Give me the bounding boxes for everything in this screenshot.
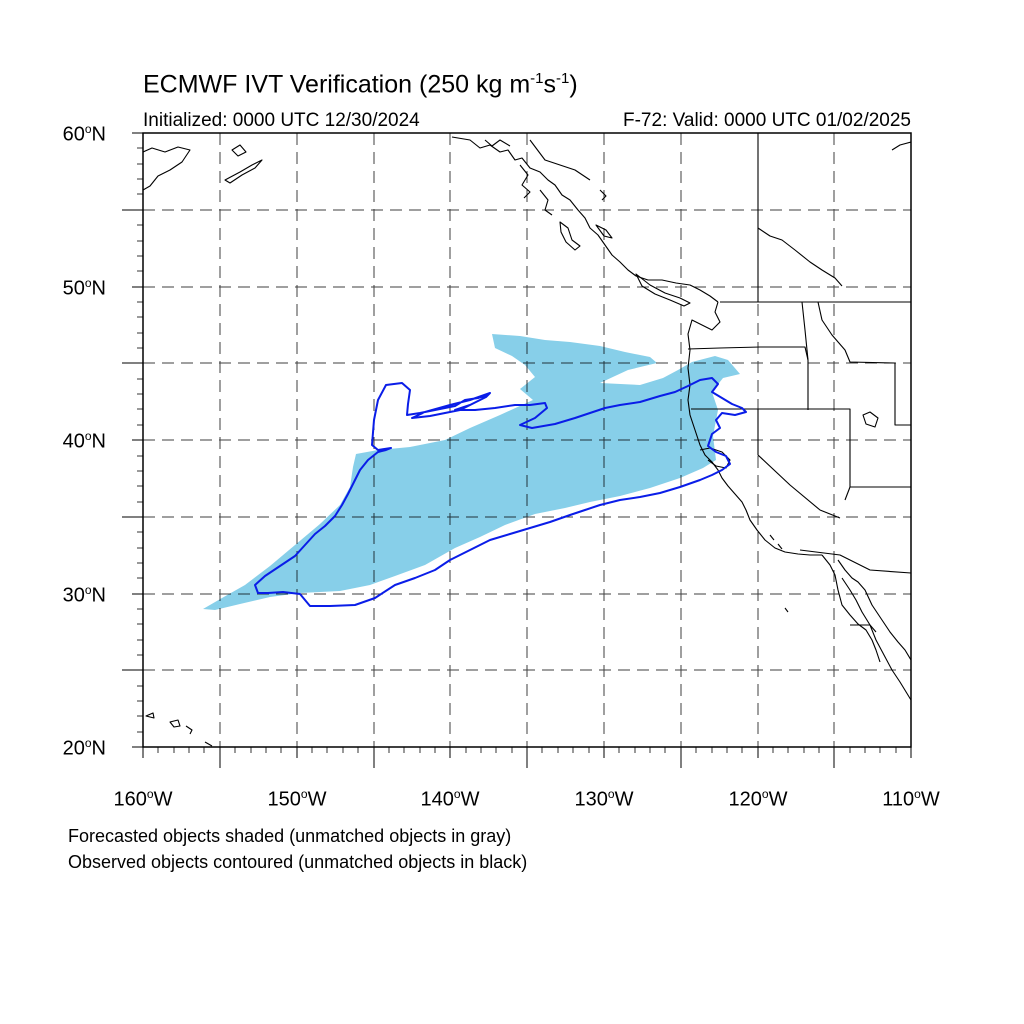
lat-label-50-num: 50	[62, 277, 85, 300]
caption-forecast: Forecasted objects shaded (unmatched obj…	[68, 826, 512, 846]
valid-time: F-72: Valid: 0000 UTC 01/02/2025	[623, 110, 911, 131]
title-text-end: )	[569, 70, 578, 99]
lon-label-110w-hem: W	[920, 788, 940, 811]
lat-label-50-deg: o	[84, 276, 92, 290]
caption-observed: Observed objects contoured (unmatched ob…	[68, 852, 528, 872]
lon-label-160w-num: 160	[113, 788, 147, 811]
lon-label-150w-deg: o	[300, 787, 308, 801]
lat-label-40-deg: o	[84, 429, 92, 443]
lon-label-140w: 140oW	[405, 787, 495, 812]
lat-label-30-deg: o	[84, 583, 92, 597]
lat-label-20-hem: N	[91, 737, 106, 760]
lat-label-50-hem: N	[91, 277, 106, 300]
lat-label-30-hem: N	[91, 584, 106, 607]
lat-label-20-num: 20	[62, 737, 85, 760]
lon-label-110w-num: 110	[882, 788, 915, 811]
coastlines	[143, 133, 911, 747]
observed-ivt-contour	[254, 377, 747, 607]
lat-label-60-num: 60	[62, 123, 85, 146]
lon-label-150w: 150oW	[252, 787, 342, 812]
lon-label-130w: 130oW	[559, 787, 649, 812]
lat-label-40: 40oN	[50, 429, 106, 454]
lon-label-120w: 120oW	[713, 787, 803, 812]
lat-label-30: 30oN	[50, 583, 106, 608]
lon-label-150w-hem: W	[307, 788, 327, 811]
lat-label-60-deg: o	[84, 122, 92, 136]
lat-label-40-num: 40	[62, 430, 85, 453]
forecast-ivt-object	[203, 334, 740, 610]
axis-ticks	[122, 132, 912, 768]
lon-label-140w-hem: W	[460, 788, 480, 811]
lon-label-140w-num: 140	[420, 788, 454, 811]
lat-label-20-deg: o	[84, 736, 92, 750]
lon-label-120w-hem: W	[768, 788, 788, 811]
lon-label-110w-deg: o	[914, 787, 921, 801]
title-text-mid: s	[543, 70, 557, 99]
lat-label-60-hem: N	[91, 123, 106, 146]
lon-label-110w: 110oW	[866, 787, 956, 812]
lat-label-30-num: 30	[62, 584, 85, 607]
lon-label-130w-num: 130	[574, 788, 608, 811]
map-grid	[143, 133, 911, 747]
lon-label-150w-num: 150	[267, 788, 301, 811]
title-sup-2: -1	[556, 70, 570, 87]
map-title: ECMWF IVT Verification (250 kg m-1s-1)	[143, 70, 578, 99]
lon-label-140w-deg: o	[453, 787, 461, 801]
lon-label-160w-hem: W	[153, 788, 173, 811]
lon-label-120w-num: 120	[728, 788, 762, 811]
lon-label-160w-deg: o	[146, 787, 154, 801]
lon-label-130w-hem: W	[614, 788, 634, 811]
title-sup-1: -1	[530, 70, 544, 87]
lat-label-60: 60oN	[50, 122, 106, 147]
lon-label-120w-deg: o	[761, 787, 769, 801]
lat-label-50: 50oN	[50, 276, 106, 301]
lon-label-130w-deg: o	[607, 787, 615, 801]
lat-label-40-hem: N	[91, 430, 106, 453]
lon-label-160w: 160oW	[98, 787, 188, 812]
lat-label-20: 20oN	[50, 736, 106, 761]
initialized-time: Initialized: 0000 UTC 12/30/2024	[143, 110, 420, 131]
title-text-main: ECMWF IVT Verification (250 kg m	[143, 70, 531, 99]
